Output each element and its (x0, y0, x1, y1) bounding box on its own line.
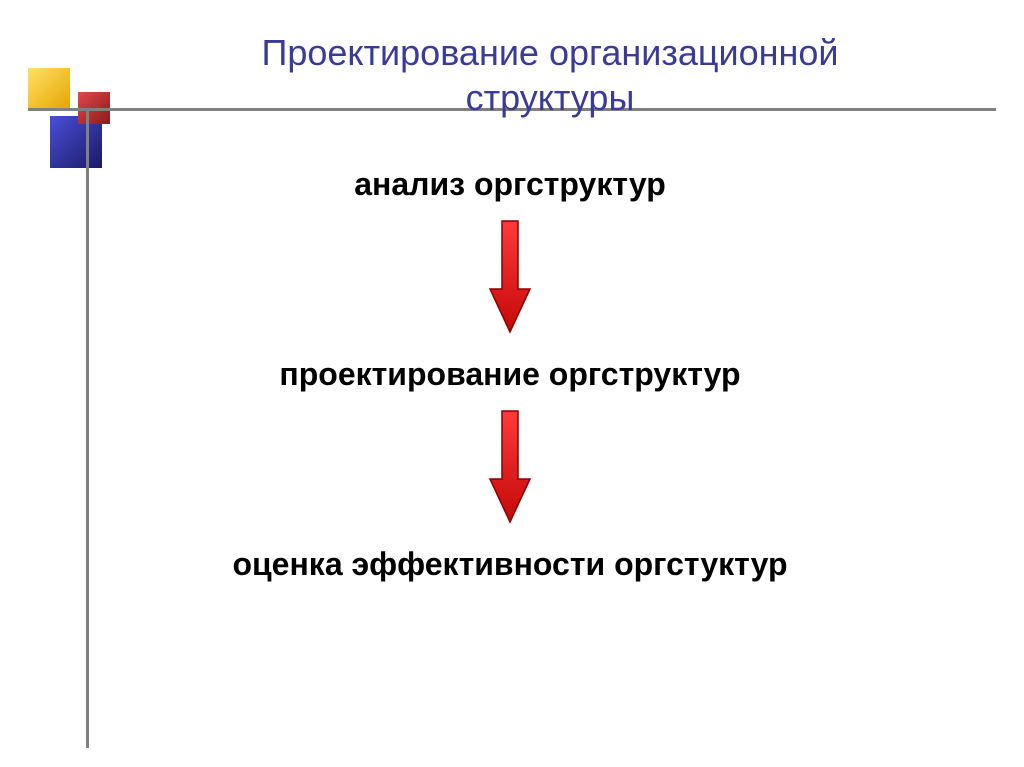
vertical-rule (86, 108, 89, 748)
flow-content: анализ оргструктур проектирование оргстр… (100, 160, 920, 589)
step-2-label: проектирование оргструктур (279, 356, 740, 393)
title-line-1: Проектирование организационной (261, 32, 838, 73)
logo-square-yellow (28, 68, 70, 110)
step-1-label: анализ оргструктур (354, 166, 666, 203)
arrow-2 (488, 409, 532, 524)
title-line-2: структуры (466, 77, 635, 118)
down-arrow-icon (488, 219, 532, 334)
down-arrow-icon (488, 409, 532, 524)
slide-title: Проектирование организационной структуры (150, 30, 950, 120)
arrow-1 (488, 219, 532, 334)
step-3-label: оценка эффективности оргстуктур (232, 546, 787, 583)
